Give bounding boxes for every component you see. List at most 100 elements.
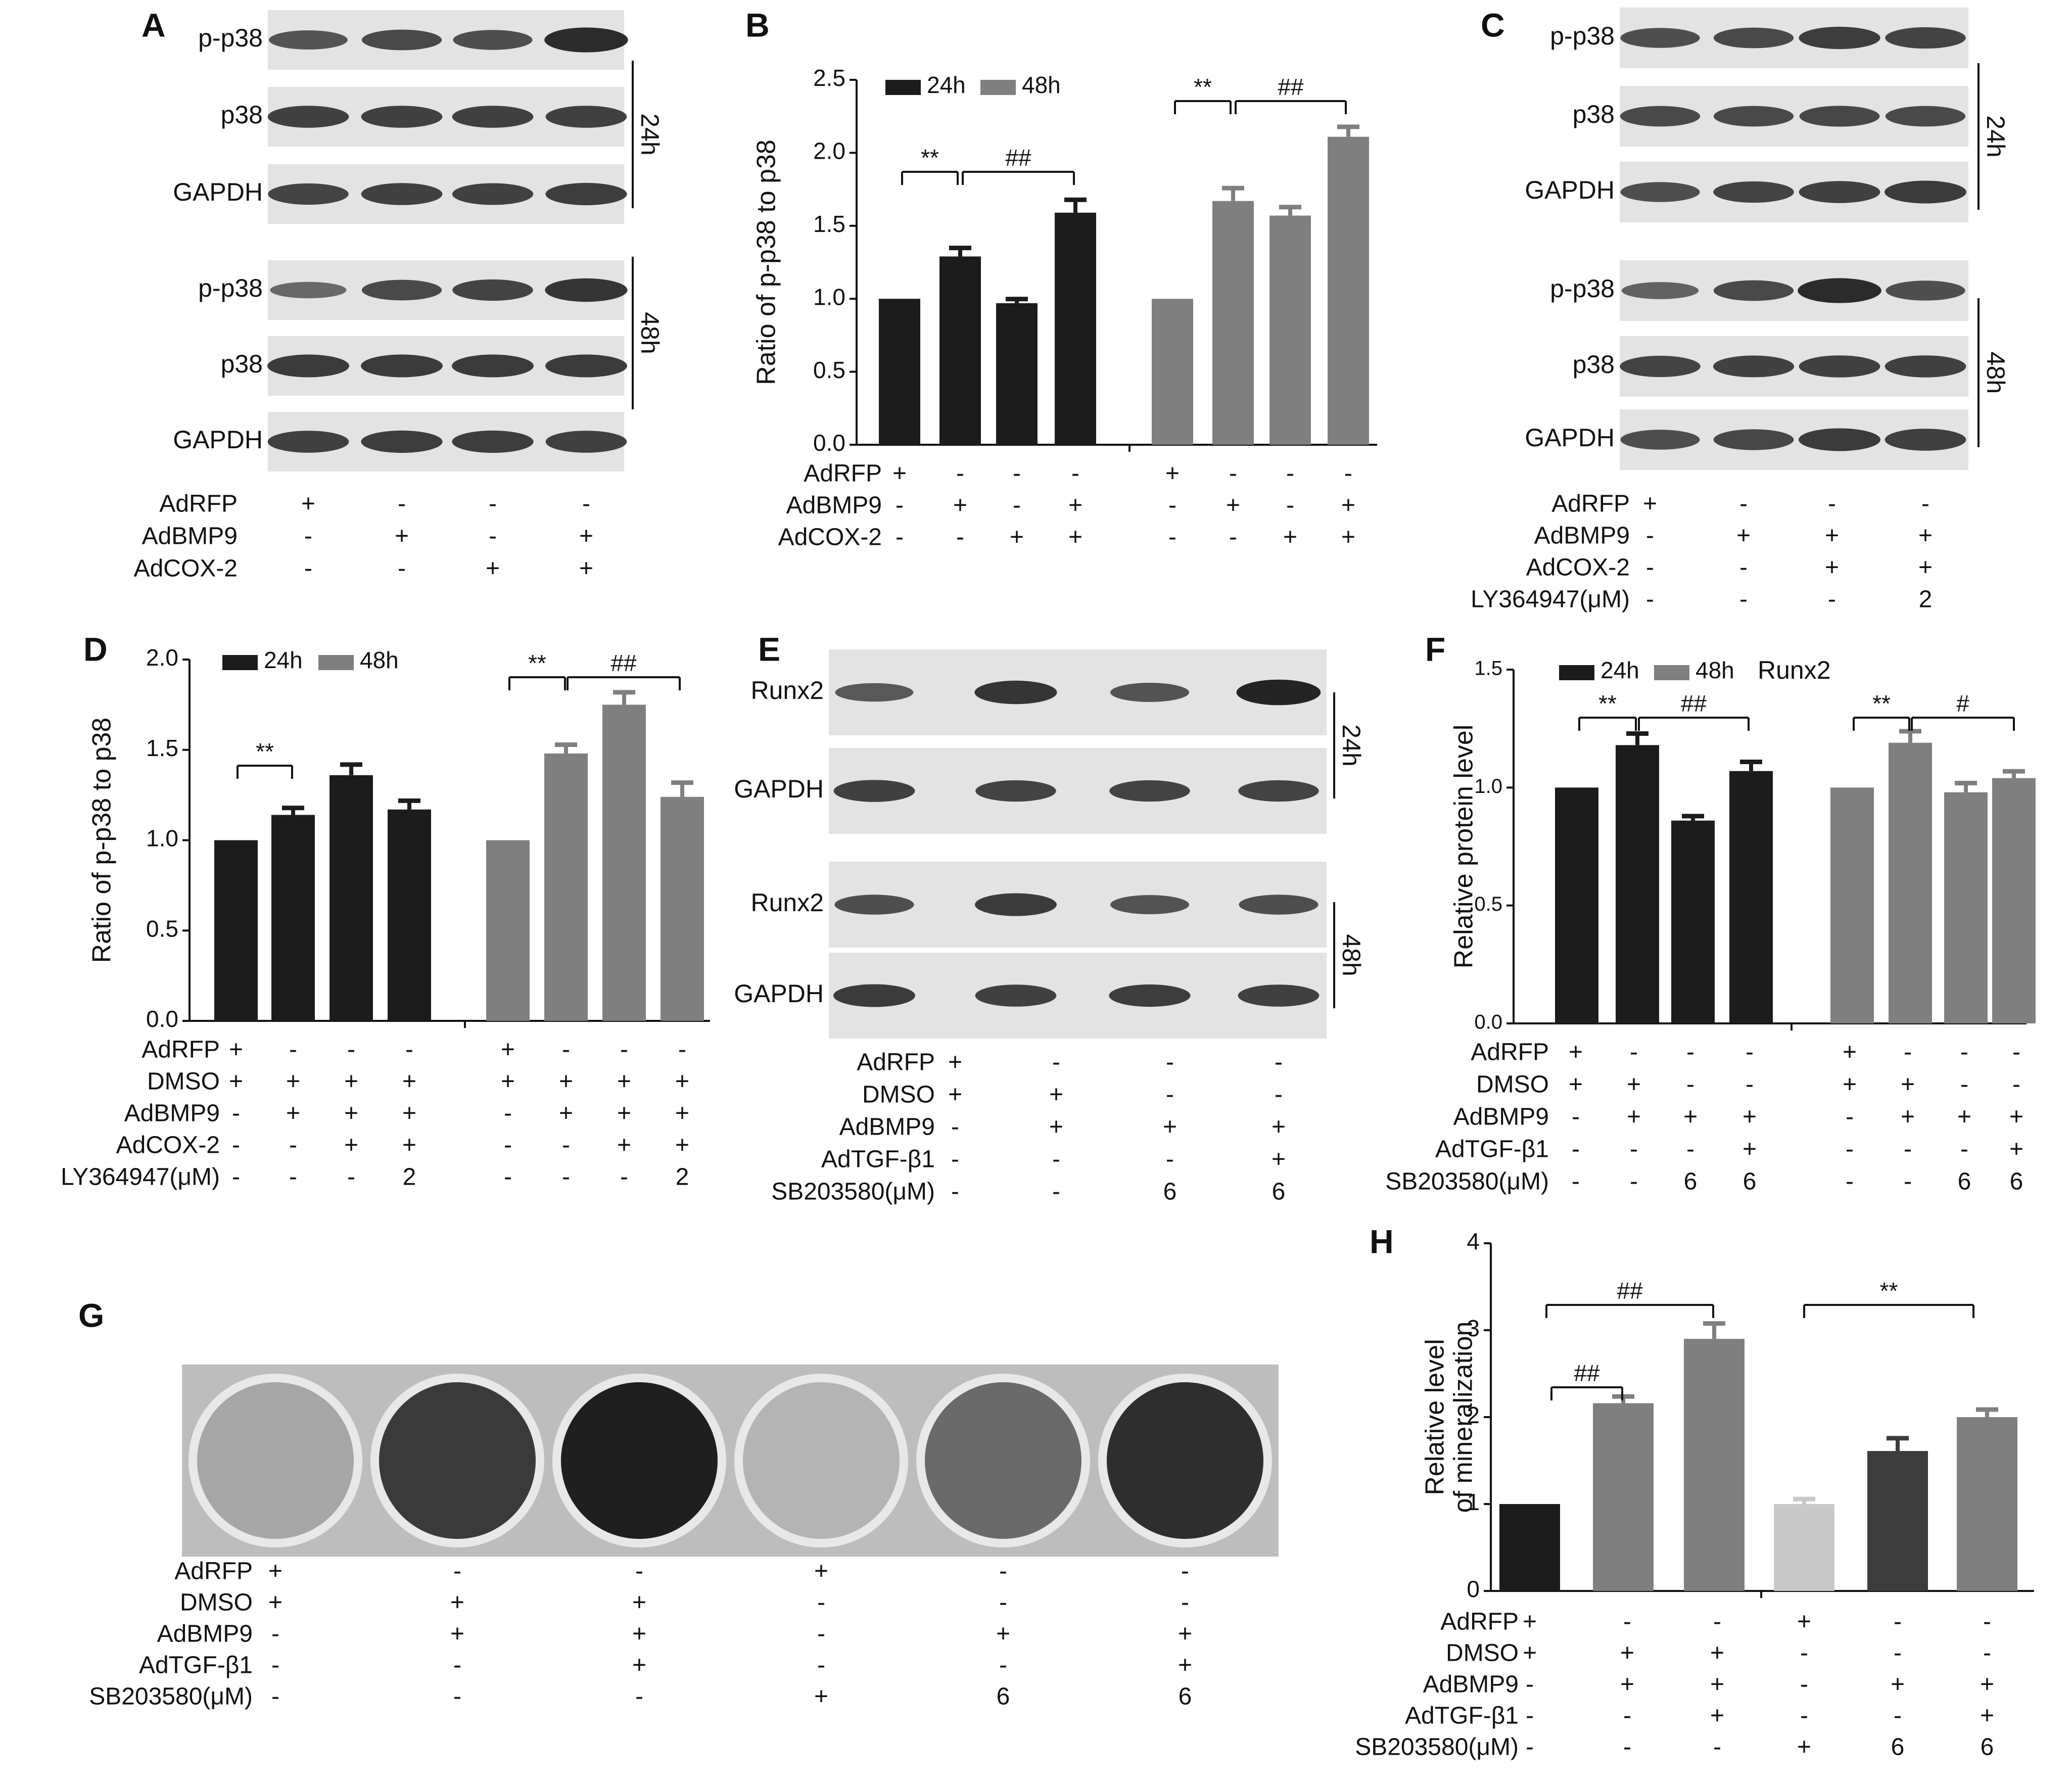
blot-row-label: p38 xyxy=(1573,350,1615,379)
condition-value: + xyxy=(1710,1703,1724,1729)
condition-label: LY364947(μM) xyxy=(1471,586,1630,613)
blot-band xyxy=(270,282,347,299)
condition-value: - xyxy=(398,555,406,582)
bar xyxy=(271,815,315,1021)
y-tick-label: 1.5 xyxy=(1474,658,1502,680)
blot-band xyxy=(1885,27,1966,49)
condition-value: - xyxy=(1960,1071,1968,1098)
condition-value: - xyxy=(347,1164,355,1191)
y-axis-label: of mineralization xyxy=(1449,1322,1478,1513)
condition-value: - xyxy=(1746,1039,1754,1066)
legend-label: 48h xyxy=(360,647,399,673)
condition-value: - xyxy=(289,1164,297,1191)
y-tick-label: 1.0 xyxy=(1474,775,1502,798)
blot-row-label: p-p38 xyxy=(198,24,263,52)
condition-value: + xyxy=(996,1621,1010,1648)
blot-band xyxy=(361,106,443,128)
condition-label: AdBMP9 xyxy=(786,492,882,519)
error-bar-cap xyxy=(340,762,362,767)
blot-band xyxy=(974,680,1057,705)
bar xyxy=(1499,1504,1560,1591)
condition-value: - xyxy=(1229,524,1237,551)
blot-band xyxy=(1713,429,1794,450)
error-bar xyxy=(2012,771,2016,778)
condition-value: - xyxy=(1071,460,1079,487)
blot-band xyxy=(1110,895,1189,914)
condition-value: - xyxy=(1168,492,1176,519)
condition-value: - xyxy=(232,1100,240,1127)
blot-band xyxy=(1109,780,1190,802)
condition-value: + xyxy=(1918,523,1933,549)
significance-mark: ** xyxy=(1194,74,1212,100)
condition-value: - xyxy=(289,1037,297,1063)
condition-value: + xyxy=(2009,1136,2023,1163)
condition-value: - xyxy=(1686,1071,1694,1098)
error-bar-cap xyxy=(1887,1436,1909,1441)
condition-value: + xyxy=(675,1100,689,1127)
condition-value: + xyxy=(1643,491,1657,518)
panel-letter: B xyxy=(745,6,770,43)
condition-value: - xyxy=(489,491,497,518)
condition-value: - xyxy=(1960,1136,1968,1163)
condition-value: + xyxy=(450,1589,464,1616)
blot-band xyxy=(1713,106,1794,127)
condition-value: - xyxy=(1646,554,1654,581)
blot-band xyxy=(1885,429,1966,451)
bar xyxy=(388,809,431,1021)
bar xyxy=(1957,1417,2017,1591)
error-bar-cap xyxy=(1279,205,1301,210)
legend-swatch xyxy=(980,80,1016,95)
condition-value: + xyxy=(229,1037,243,1063)
condition-value: - xyxy=(1921,491,1929,518)
blot-band xyxy=(361,183,443,205)
blot-row-label: p38 xyxy=(221,101,263,129)
y-tick-label: 1.0 xyxy=(813,284,845,310)
condition-value: - xyxy=(1181,1558,1189,1585)
error-bar-cap xyxy=(1955,781,1977,785)
condition-value: - xyxy=(1166,1082,1174,1108)
error-bar xyxy=(1964,783,1968,792)
condition-value: + xyxy=(1283,524,1297,551)
condition-value: - xyxy=(1623,1703,1631,1729)
y-tick-label: 1.0 xyxy=(146,825,178,852)
condition-label: AdTGF-β1 xyxy=(1405,1703,1519,1729)
condition-value: 6 xyxy=(1743,1168,1757,1195)
error-bar-cap xyxy=(1740,760,1762,764)
condition-value: - xyxy=(1166,1049,1174,1076)
condition-value: - xyxy=(405,1037,413,1063)
blot-row-label: GAPDH xyxy=(734,775,824,803)
y-tick-label: 2 xyxy=(1467,1402,1480,1428)
condition-label: AdTGF-β1 xyxy=(139,1652,253,1679)
blot-band xyxy=(1713,181,1794,203)
blot-row-label: GAPDH xyxy=(173,178,263,206)
condition-value: - xyxy=(1572,1104,1580,1131)
condition-value: + xyxy=(1068,492,1082,519)
time-label: 24h xyxy=(636,113,664,155)
blot-band xyxy=(267,431,349,453)
condition-value: + xyxy=(675,1132,689,1159)
blot-band xyxy=(1798,278,1881,303)
bar xyxy=(1055,212,1096,445)
blot-band xyxy=(452,106,534,128)
blot-band xyxy=(1886,280,1965,301)
blot-band xyxy=(545,182,627,206)
condition-value: - xyxy=(1275,1082,1283,1108)
blot-band xyxy=(835,683,914,702)
condition-value: - xyxy=(1828,586,1836,613)
significance-mark: ** xyxy=(1872,690,1891,717)
condition-value: - xyxy=(562,1164,570,1191)
condition-value: - xyxy=(1894,1703,1902,1729)
condition-value: - xyxy=(1630,1168,1638,1195)
blot-band xyxy=(1799,355,1880,378)
error-bar-cap xyxy=(1682,814,1704,819)
error-bar xyxy=(407,800,411,810)
blot-band xyxy=(1620,28,1700,48)
time-label: 48h xyxy=(1982,352,2010,394)
y-tick-label: 1 xyxy=(1467,1489,1480,1515)
bar xyxy=(1328,136,1369,445)
condition-value: + xyxy=(1957,1104,1971,1131)
condition-value: + xyxy=(344,1100,358,1127)
error-bar xyxy=(622,692,626,705)
blot-band xyxy=(361,430,443,453)
condition-value: 2 xyxy=(1919,586,1933,613)
